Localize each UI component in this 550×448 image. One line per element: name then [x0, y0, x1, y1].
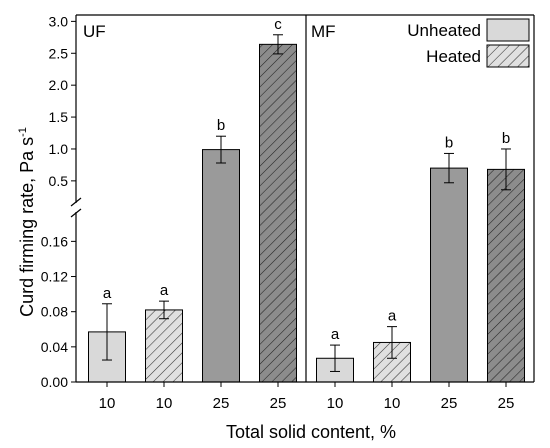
- legend-label-heated: Heated: [426, 47, 481, 66]
- x-tick-label: 10: [99, 395, 116, 412]
- y-tick-label: 0.16: [41, 233, 68, 249]
- y-tick-label: 0.04: [41, 339, 68, 355]
- significance-letter: a: [103, 285, 112, 302]
- significance-letter: b: [502, 130, 510, 147]
- legend: Unheated Heated: [407, 18, 530, 68]
- significance-letter: a: [388, 308, 397, 325]
- x-tick-label: 25: [441, 395, 458, 412]
- significance-letter: b: [217, 117, 225, 134]
- legend-swatch-heated: [486, 44, 530, 68]
- panel-label-uf: UF: [83, 22, 106, 41]
- y-tick-label: 2.5: [49, 45, 69, 61]
- x-axis-title: Total solid content, %: [226, 422, 396, 442]
- y-tick-label: 0.00: [41, 374, 68, 390]
- x-tick-label: 25: [213, 395, 230, 412]
- legend-label-unheated: Unheated: [407, 21, 481, 40]
- significance-letter: a: [331, 326, 340, 343]
- x-tick-label: 10: [384, 395, 401, 412]
- significance-letter: a: [160, 282, 169, 299]
- bar: [487, 168, 525, 383]
- y-tick-label: 0.12: [41, 269, 68, 285]
- y-tick-label: 0.5: [49, 173, 69, 189]
- significance-letter: b: [445, 134, 453, 151]
- bar: [202, 149, 240, 383]
- axis-break-mark: [70, 197, 82, 207]
- y-tick-label: 1.5: [49, 109, 69, 125]
- significance-letter: c: [274, 16, 282, 33]
- y-axis-title-sup: -1: [17, 127, 29, 137]
- y-tick-label: 1.0: [49, 141, 69, 157]
- y-axis-title: Curd firming rate, Pa s-1: [17, 127, 37, 317]
- x-tick-label: 10: [156, 395, 173, 412]
- y-tick-label: 3.0: [49, 13, 69, 29]
- axes-layer: 10 10 25 25 10 10 25 25 0.00 0.04 0.08 0.12 0.16 0.5 1…: [41, 13, 535, 412]
- y-axis-title-main: Curd firming rate, Pa s: [17, 137, 37, 317]
- bar: [430, 167, 468, 383]
- y-tick-label: 0.08: [41, 304, 68, 320]
- panel-label-mf: MF: [311, 22, 336, 41]
- x-tick-label: 10: [327, 395, 344, 412]
- axis-break-mark: [70, 208, 82, 218]
- bars-layer: a a b c a a b b: [88, 16, 525, 383]
- legend-swatch-unheated: [486, 18, 530, 42]
- x-tick-label: 25: [498, 395, 515, 412]
- bar: [259, 43, 297, 383]
- bar: [145, 309, 183, 383]
- y-tick-label: 2.0: [49, 77, 69, 93]
- x-tick-label: 25: [270, 395, 287, 412]
